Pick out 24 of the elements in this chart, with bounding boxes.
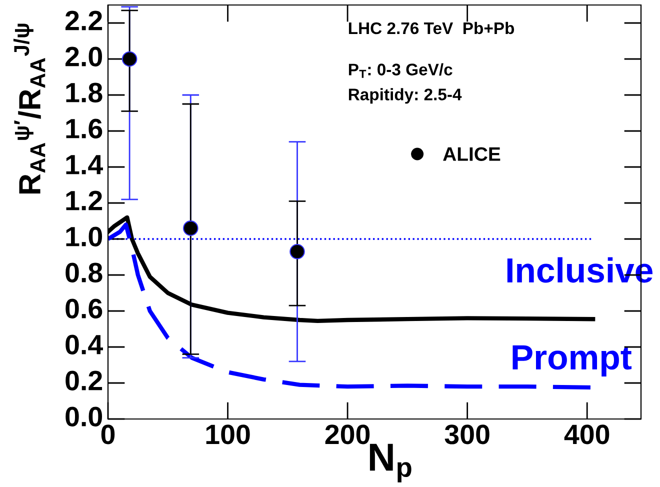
annotation: LHC 2.76 TeV Pb+Pb bbox=[348, 22, 514, 34]
y-tick-label: 1.8 bbox=[66, 82, 102, 102]
x-tick-label: 100 bbox=[206, 424, 250, 444]
y-tick-label: 0.6 bbox=[66, 298, 102, 318]
x-tick-label: 300 bbox=[444, 424, 490, 444]
y-tick-label: 0.8 bbox=[66, 262, 102, 282]
y-tick-label: 0.2 bbox=[66, 370, 102, 390]
x-tick-label: 0 bbox=[101, 424, 115, 444]
y-tick-label: 1.4 bbox=[66, 155, 103, 174]
x-tick-label: 200 bbox=[325, 424, 370, 444]
annotation: P$_{T}$: 0-3 GeV/c bbox=[348, 63, 452, 78]
annotation: Prompt bbox=[512, 345, 632, 377]
y-tick-label: 1.6 bbox=[66, 118, 102, 138]
y-tick-label: 1.2 bbox=[66, 190, 102, 210]
y-tick-label: 1.0 bbox=[66, 226, 102, 246]
y-tick-label: 2.0 bbox=[65, 46, 102, 66]
y-tick-label: 0.4 bbox=[66, 334, 103, 354]
annotation: Rapitidy: 2.5-4 bbox=[348, 88, 462, 104]
y-axis-title: R$_{AA}$$^{ψ′}$/R$_{AA}$$^{J/ψ}$ bbox=[13, 24, 46, 194]
legend-label: ALICE bbox=[443, 147, 500, 161]
y-tick-label: 0.0 bbox=[66, 406, 102, 426]
x-axis-title: N$_{p}$ bbox=[370, 444, 412, 482]
y-tick-label: 2.2 bbox=[65, 10, 102, 30]
x-tick-label: 400 bbox=[564, 424, 610, 444]
